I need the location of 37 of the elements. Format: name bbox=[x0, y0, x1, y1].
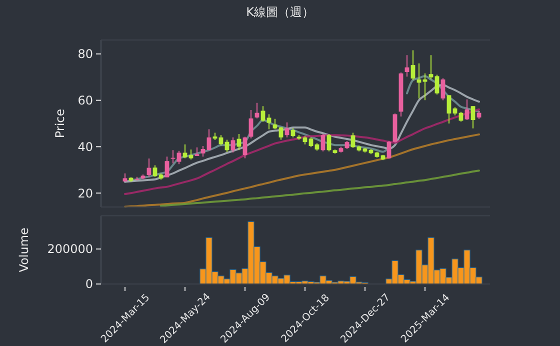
candlestick bbox=[164, 156, 170, 178]
candlestick bbox=[152, 164, 158, 178]
candlestick bbox=[422, 72, 428, 101]
candlestick bbox=[278, 126, 284, 140]
candlestick bbox=[266, 114, 272, 130]
candlestick bbox=[428, 54, 434, 80]
candlestick bbox=[434, 74, 440, 96]
chart-title: K線圖（週） bbox=[246, 5, 314, 19]
candlestick bbox=[170, 150, 176, 164]
candlestick bbox=[182, 144, 188, 159]
candlestick bbox=[260, 106, 266, 122]
candlestick bbox=[176, 150, 182, 165]
candlestick bbox=[200, 146, 206, 158]
candlestick bbox=[272, 118, 278, 130]
candlestick bbox=[308, 136, 314, 148]
candlestick bbox=[188, 148, 194, 160]
candlestick bbox=[440, 78, 446, 101]
candlestick bbox=[320, 133, 326, 152]
candlestick bbox=[290, 128, 296, 138]
y-tick-label: 200000 bbox=[47, 242, 93, 256]
y-tick-label: 20 bbox=[78, 186, 93, 200]
y-axis-title: Volume bbox=[17, 228, 31, 272]
y-tick-label: 40 bbox=[78, 140, 93, 154]
line-series bbox=[124, 133, 480, 208]
candlestick bbox=[230, 136, 236, 153]
candlestick bbox=[464, 98, 470, 121]
candlestick bbox=[242, 136, 248, 159]
candlestick bbox=[446, 94, 452, 124]
candlestick bbox=[470, 106, 476, 129]
candlestick bbox=[410, 50, 416, 81]
candlestick bbox=[326, 133, 332, 152]
y-tick-label: 0 bbox=[85, 277, 93, 292]
y-axis-title: Price bbox=[53, 108, 67, 138]
y-tick-label: 60 bbox=[78, 94, 93, 108]
line-series bbox=[160, 170, 480, 207]
y-tick-label: 80 bbox=[78, 47, 93, 62]
candlestick bbox=[386, 140, 392, 160]
